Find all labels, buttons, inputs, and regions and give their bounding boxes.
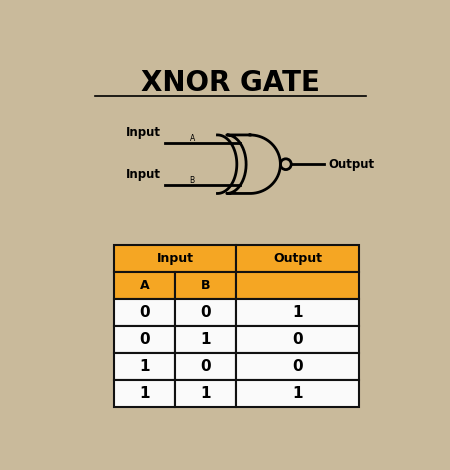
Text: Input: Input bbox=[126, 125, 161, 139]
Text: B: B bbox=[189, 176, 195, 185]
Bar bbox=[176, 326, 236, 353]
Bar bbox=[176, 272, 236, 299]
Bar bbox=[114, 380, 176, 407]
Text: 0: 0 bbox=[140, 332, 150, 347]
Text: 0: 0 bbox=[201, 359, 211, 374]
Bar bbox=[236, 272, 359, 299]
Bar bbox=[176, 353, 236, 380]
Text: 0: 0 bbox=[201, 305, 211, 320]
Text: B: B bbox=[201, 279, 211, 292]
Bar bbox=[114, 299, 176, 326]
Bar bbox=[236, 245, 359, 272]
Text: A: A bbox=[140, 279, 150, 292]
Text: A: A bbox=[189, 134, 195, 143]
Bar bbox=[176, 299, 236, 326]
Text: Input: Input bbox=[157, 252, 194, 265]
Polygon shape bbox=[227, 135, 280, 194]
Text: 1: 1 bbox=[201, 386, 211, 401]
Text: 1: 1 bbox=[140, 386, 150, 401]
Bar bbox=[236, 326, 359, 353]
Bar bbox=[236, 299, 359, 326]
Text: Input: Input bbox=[126, 168, 161, 180]
Bar bbox=[114, 353, 176, 380]
Text: 0: 0 bbox=[292, 359, 303, 374]
Text: Output: Output bbox=[273, 252, 322, 265]
Text: 1: 1 bbox=[292, 386, 303, 401]
Bar bbox=[236, 353, 359, 380]
Bar bbox=[176, 380, 236, 407]
Text: 1: 1 bbox=[201, 332, 211, 347]
Bar bbox=[114, 272, 176, 299]
Bar bbox=[114, 326, 176, 353]
Text: 1: 1 bbox=[140, 359, 150, 374]
Text: Output: Output bbox=[328, 158, 374, 171]
Text: 0: 0 bbox=[140, 305, 150, 320]
Text: 1: 1 bbox=[292, 305, 303, 320]
Bar bbox=[114, 245, 236, 272]
Text: 0: 0 bbox=[292, 332, 303, 347]
Text: XNOR GATE: XNOR GATE bbox=[141, 70, 320, 97]
Bar bbox=[236, 380, 359, 407]
